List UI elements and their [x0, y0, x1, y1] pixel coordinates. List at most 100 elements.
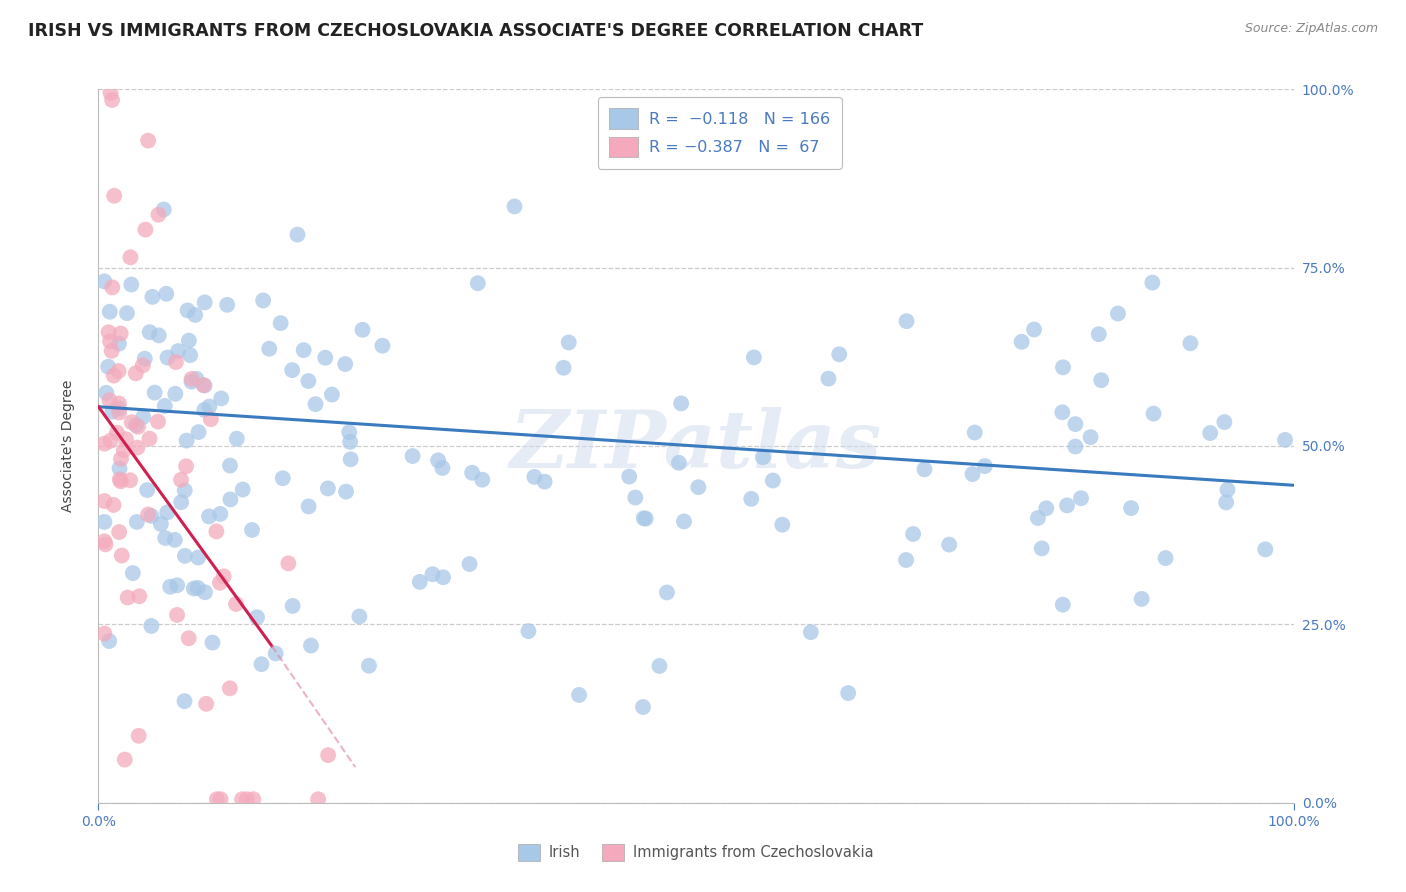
Point: [117, 591, 139, 605]
Point: [108, 396, 131, 410]
Point: [193, 378, 215, 392]
Point: [648, 659, 671, 673]
Point: [1199, 425, 1222, 440]
Point: [299, 639, 322, 653]
Point: [128, 589, 150, 603]
Point: [523, 470, 546, 484]
Point: [250, 657, 273, 672]
Point: [339, 434, 361, 449]
Point: [193, 403, 215, 417]
Point: [93, 534, 115, 549]
Point: [277, 557, 299, 571]
Point: [973, 459, 995, 474]
Point: [200, 412, 222, 426]
Point: [125, 367, 148, 381]
Point: [1142, 407, 1164, 421]
Point: [108, 524, 131, 539]
Point: [896, 314, 918, 328]
Point: [108, 336, 131, 351]
Point: [1026, 511, 1049, 525]
Point: [1011, 334, 1033, 349]
Point: [219, 458, 242, 473]
Point: [180, 372, 202, 386]
Point: [316, 748, 339, 763]
Point: [409, 574, 432, 589]
Point: [98, 393, 121, 408]
Point: [128, 729, 150, 743]
Point: [246, 610, 269, 624]
Point: [1064, 417, 1087, 431]
Point: [259, 342, 281, 356]
Point: [240, 523, 263, 537]
Point: [1274, 433, 1296, 447]
Point: [152, 202, 174, 217]
Point: [165, 355, 187, 369]
Point: [170, 473, 193, 487]
Point: [352, 323, 374, 337]
Point: [173, 694, 195, 708]
Point: [252, 293, 274, 308]
Point: [125, 418, 148, 433]
Point: [339, 452, 361, 467]
Point: [174, 459, 197, 474]
Point: [357, 658, 380, 673]
Point: [668, 456, 690, 470]
Point: [141, 290, 163, 304]
Point: [1154, 551, 1177, 566]
Point: [314, 351, 336, 365]
Point: [163, 533, 186, 547]
Point: [901, 527, 924, 541]
Point: [108, 405, 131, 419]
Point: [93, 626, 115, 640]
Point: [120, 277, 142, 292]
Point: [1052, 598, 1074, 612]
Point: [281, 363, 304, 377]
Point: [149, 516, 172, 531]
Point: [828, 347, 851, 361]
Point: [183, 582, 205, 596]
Point: [962, 467, 984, 482]
Point: [553, 360, 575, 375]
Point: [186, 372, 208, 386]
Point: [633, 511, 655, 525]
Point: [159, 580, 181, 594]
Point: [100, 434, 122, 448]
Point: [209, 507, 232, 521]
Point: [558, 335, 581, 350]
Point: [148, 208, 170, 222]
Point: [467, 277, 489, 291]
Point: [107, 401, 129, 416]
Point: [219, 492, 242, 507]
Point: [134, 351, 156, 366]
Point: [201, 635, 224, 649]
Point: [1121, 501, 1143, 516]
Point: [127, 441, 149, 455]
Point: [120, 250, 142, 264]
Point: [1215, 495, 1237, 509]
Point: [287, 227, 309, 242]
Point: [134, 222, 156, 236]
Point: [209, 392, 232, 406]
Point: [634, 511, 657, 525]
Point: [155, 286, 177, 301]
Y-axis label: Associate's Degree: Associate's Degree: [60, 380, 75, 512]
Point: [110, 451, 132, 466]
Point: [121, 566, 143, 580]
Point: [938, 538, 960, 552]
Point: [655, 585, 678, 599]
Point: [770, 517, 793, 532]
Point: [101, 405, 124, 419]
Point: [96, 385, 118, 400]
Point: [912, 462, 935, 476]
Point: [458, 557, 481, 571]
Point: [101, 280, 124, 294]
Point: [217, 298, 239, 312]
Point: [212, 569, 235, 583]
Point: [837, 686, 859, 700]
Point: [101, 93, 124, 107]
Point: [422, 567, 444, 582]
Point: [669, 396, 692, 410]
Point: [672, 515, 695, 529]
Point: [335, 357, 357, 371]
Legend: Irish, Immigrants from Czechoslovakia: Irish, Immigrants from Czechoslovakia: [512, 838, 880, 867]
